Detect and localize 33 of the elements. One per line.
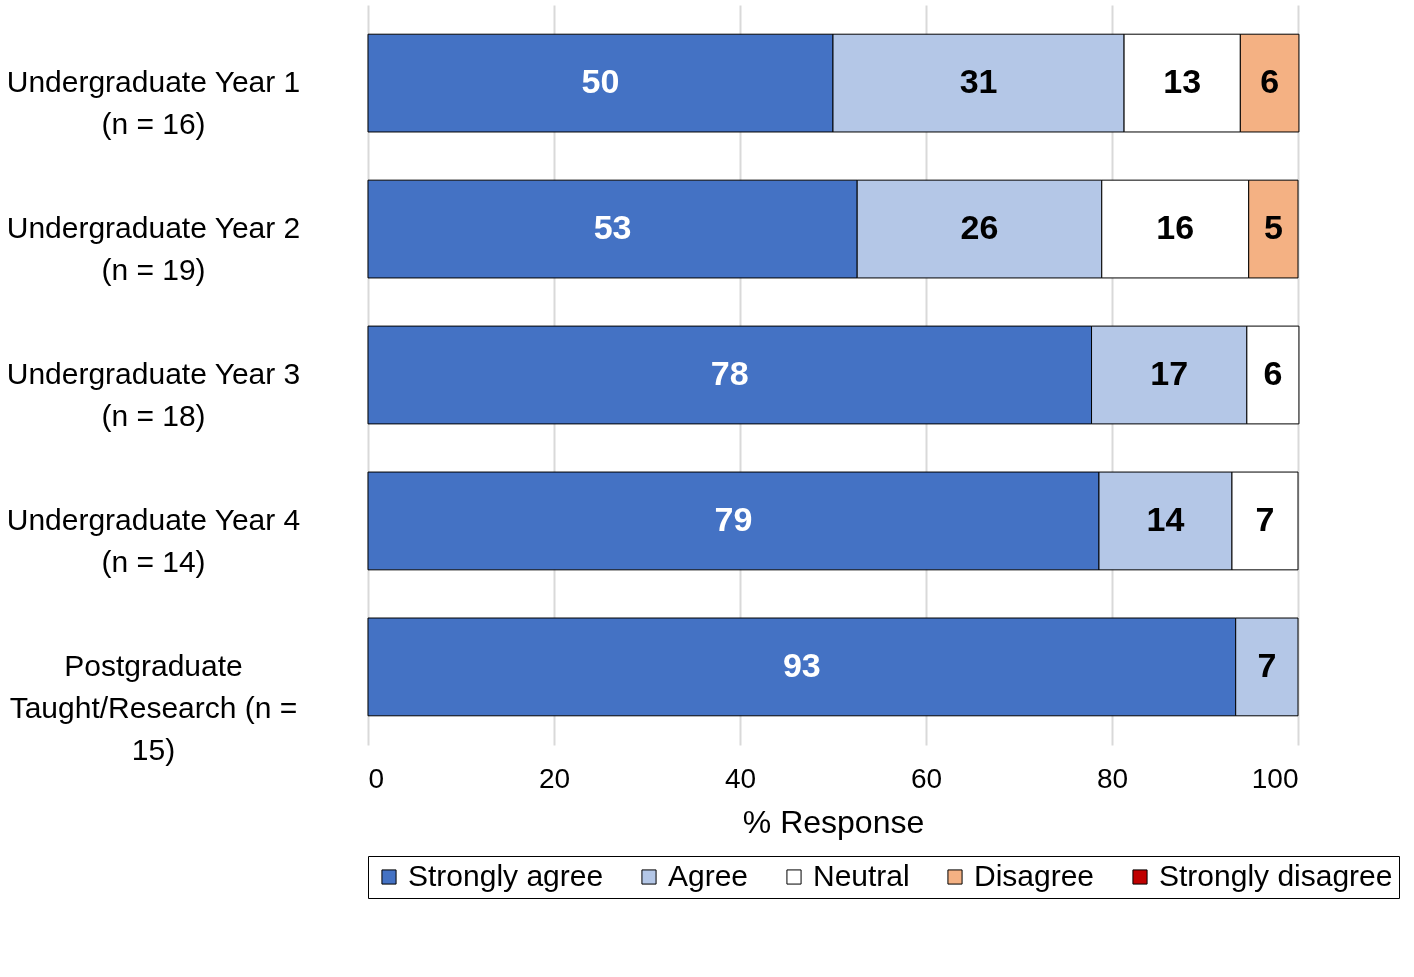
- legend-label: Strongly disagree: [1159, 859, 1393, 892]
- data-label: 17: [1150, 354, 1189, 392]
- y-tick-label: Undergraduate Year 2 (n = 19): [6, 211, 301, 287]
- data-label: 31: [959, 62, 998, 101]
- y-tick-label: Postgraduate Taught/Research (n = 15): [9, 648, 298, 766]
- data-label: 14: [1146, 499, 1185, 538]
- legend-label: Neutral: [813, 859, 910, 892]
- data-label: 6: [1263, 354, 1283, 392]
- legend-label: Strongly agree: [408, 859, 604, 892]
- data-label: 78: [710, 354, 749, 392]
- x-tick-label: 0: [368, 762, 385, 794]
- y-tick-label: Undergraduate Year 4 (n = 14): [6, 502, 301, 578]
- x-tick-label: 80: [1096, 762, 1129, 794]
- x-tick-label: 20: [538, 762, 571, 794]
- data-label: 50: [581, 62, 620, 101]
- data-label: 7: [1257, 645, 1277, 684]
- x-tick-label: 100: [1251, 762, 1299, 794]
- legend-label: Disagree: [974, 859, 1095, 892]
- x-tick-label: 40: [724, 762, 757, 794]
- data-label: 26: [960, 208, 999, 247]
- x-tick-label: 60: [910, 762, 943, 794]
- data-label: 16: [1156, 208, 1195, 247]
- data-label: 6: [1260, 62, 1280, 101]
- legend-label: Agree: [668, 859, 749, 892]
- data-label: 53: [593, 208, 632, 247]
- data-label: 93: [782, 645, 821, 684]
- y-tick-label: Undergraduate Year 1 (n = 16): [6, 65, 301, 141]
- data-label: 13: [1163, 62, 1202, 101]
- data-label: 79: [714, 499, 753, 538]
- y-tick-label: Undergraduate Year 3 (n = 18): [6, 357, 301, 432]
- data-label: 5: [1263, 208, 1283, 247]
- data-label: 7: [1255, 499, 1275, 538]
- x-axis-title: % Response: [742, 803, 925, 840]
